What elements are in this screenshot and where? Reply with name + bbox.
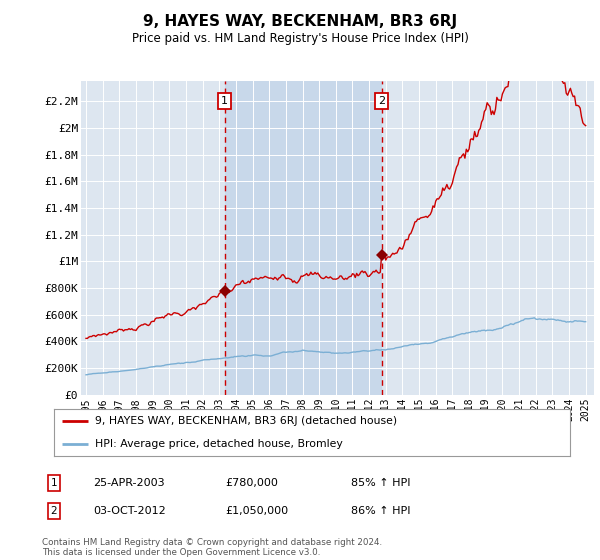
- Text: £780,000: £780,000: [225, 478, 278, 488]
- Text: 2: 2: [50, 506, 58, 516]
- Text: 25-APR-2003: 25-APR-2003: [93, 478, 164, 488]
- Text: 86% ↑ HPI: 86% ↑ HPI: [351, 506, 410, 516]
- Text: 1: 1: [50, 478, 58, 488]
- Text: 2: 2: [378, 96, 385, 106]
- Text: 85% ↑ HPI: 85% ↑ HPI: [351, 478, 410, 488]
- Text: HPI: Average price, detached house, Bromley: HPI: Average price, detached house, Brom…: [95, 439, 343, 449]
- Text: 1: 1: [221, 96, 228, 106]
- Text: 9, HAYES WAY, BECKENHAM, BR3 6RJ: 9, HAYES WAY, BECKENHAM, BR3 6RJ: [143, 14, 457, 29]
- Text: Contains HM Land Registry data © Crown copyright and database right 2024.
This d: Contains HM Land Registry data © Crown c…: [42, 538, 382, 557]
- Text: £1,050,000: £1,050,000: [225, 506, 288, 516]
- Text: 9, HAYES WAY, BECKENHAM, BR3 6RJ (detached house): 9, HAYES WAY, BECKENHAM, BR3 6RJ (detach…: [95, 416, 397, 426]
- Text: Price paid vs. HM Land Registry's House Price Index (HPI): Price paid vs. HM Land Registry's House …: [131, 32, 469, 45]
- Bar: [224, 81, 382, 395]
- Text: 03-OCT-2012: 03-OCT-2012: [93, 506, 166, 516]
